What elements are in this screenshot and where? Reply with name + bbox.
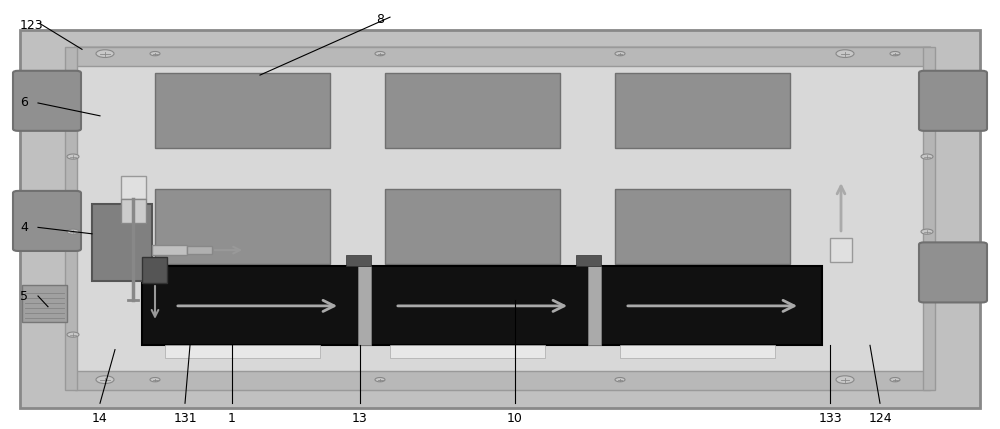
Bar: [620, 345, 775, 358]
Bar: [75, 47, 930, 66]
Bar: [20, 30, 980, 408]
Bar: [152, 245, 187, 255]
Bar: [155, 189, 330, 264]
Text: 124: 124: [868, 412, 892, 425]
Bar: [165, 345, 320, 358]
Bar: [121, 176, 146, 199]
Bar: [830, 238, 852, 262]
Circle shape: [836, 50, 854, 57]
Circle shape: [836, 376, 854, 384]
Circle shape: [150, 51, 160, 56]
Circle shape: [67, 332, 79, 337]
Bar: [75, 47, 930, 390]
Text: 123: 123: [20, 19, 44, 32]
Circle shape: [67, 229, 79, 234]
Text: 4: 4: [20, 221, 28, 234]
Bar: [92, 204, 152, 281]
Text: 1: 1: [228, 412, 236, 425]
Bar: [65, 47, 77, 390]
Text: 14: 14: [92, 412, 108, 425]
Text: 10: 10: [507, 412, 523, 425]
FancyBboxPatch shape: [919, 71, 987, 131]
Bar: [121, 199, 146, 223]
Circle shape: [921, 154, 933, 159]
Text: 13: 13: [352, 412, 368, 425]
FancyBboxPatch shape: [13, 71, 81, 131]
Bar: [358, 266, 371, 345]
Text: 8: 8: [376, 13, 384, 26]
Bar: [385, 73, 560, 148]
Circle shape: [890, 378, 900, 382]
Bar: [155, 73, 330, 148]
Text: 6: 6: [20, 97, 28, 109]
Circle shape: [67, 154, 79, 159]
Bar: [75, 371, 930, 390]
Bar: [390, 345, 545, 358]
Bar: [576, 255, 601, 266]
Bar: [385, 189, 560, 264]
Text: 5: 5: [20, 290, 28, 302]
Circle shape: [96, 376, 114, 384]
Bar: [22, 285, 67, 322]
Circle shape: [96, 50, 114, 57]
Circle shape: [150, 378, 160, 382]
Bar: [615, 189, 790, 264]
Circle shape: [375, 51, 385, 56]
Bar: [615, 73, 790, 148]
Circle shape: [615, 51, 625, 56]
Bar: [588, 266, 601, 345]
Circle shape: [375, 378, 385, 382]
Bar: [923, 47, 935, 390]
Bar: [142, 257, 167, 283]
Bar: [346, 255, 371, 266]
Bar: [142, 266, 822, 345]
FancyBboxPatch shape: [13, 191, 81, 251]
FancyBboxPatch shape: [919, 242, 987, 302]
Circle shape: [921, 229, 933, 234]
Text: 133: 133: [818, 412, 842, 425]
Circle shape: [615, 378, 625, 382]
Text: 131: 131: [173, 412, 197, 425]
Bar: [187, 246, 212, 254]
Circle shape: [890, 51, 900, 56]
